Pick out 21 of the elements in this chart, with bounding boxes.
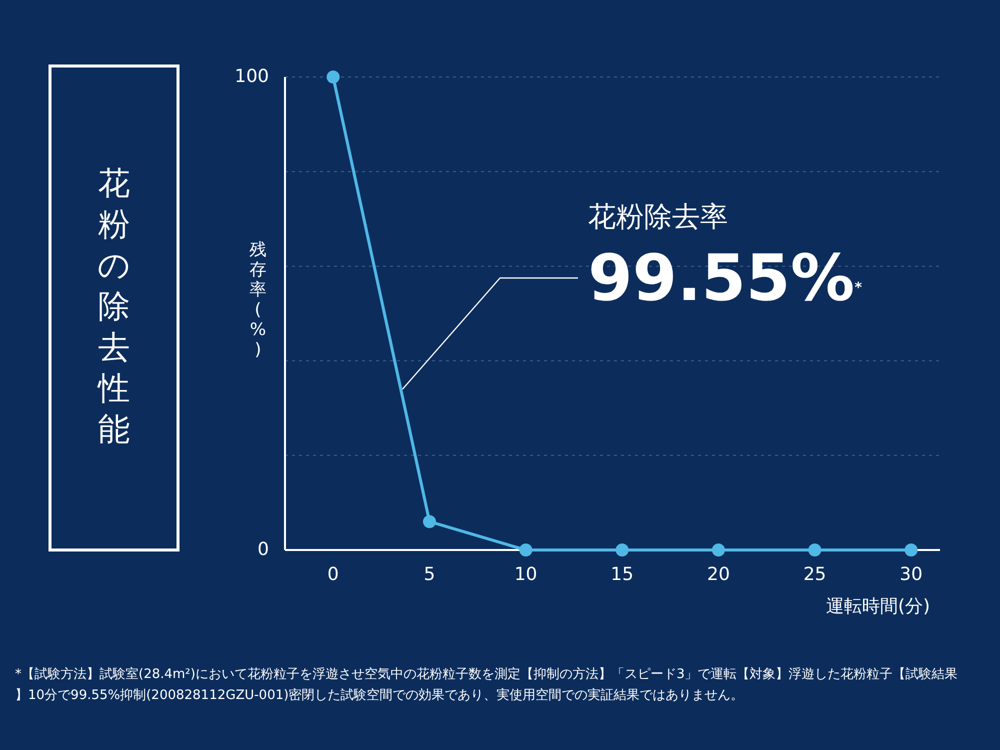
text: 花粉の除去性能 bbox=[97, 164, 130, 448]
x-tick-label: 25 bbox=[803, 564, 826, 585]
x-tick-label: 5 bbox=[424, 564, 436, 585]
point bbox=[904, 544, 918, 556]
x-tick-label: 10 bbox=[514, 564, 538, 585]
x-tick-label: 15 bbox=[610, 564, 634, 585]
x-tick-label: 0 bbox=[327, 564, 339, 585]
y-tick-label: 100 bbox=[234, 66, 269, 87]
point bbox=[326, 70, 340, 84]
y-axis-title: 残存率(%) bbox=[250, 240, 266, 360]
point bbox=[519, 544, 532, 556]
x-axis-title: 運転時間(分) bbox=[826, 596, 930, 617]
annotation: 花粉除去率 bbox=[588, 200, 728, 233]
text: *【試験方法】試験室(28.4m²)において花粉粒子を浮遊させ空気中の花粉粒子数を測定【抑制の方法】「スピード3」で運転【対象】浮遊した花粉粒子【試験結果】10分で99.55%抑制(200828112GZU-001)密閉した試験空間での効果であり、実使用空間での実証結果ではありません。 bbox=[15, 666, 958, 703]
annotation: 99.55%$^{*}$ bbox=[588, 242, 863, 316]
x-tick-label: 20 bbox=[707, 564, 730, 585]
point bbox=[422, 515, 436, 528]
x-tick-label: 30 bbox=[900, 564, 923, 585]
point bbox=[808, 544, 822, 556]
point bbox=[712, 544, 725, 556]
point bbox=[616, 544, 629, 556]
